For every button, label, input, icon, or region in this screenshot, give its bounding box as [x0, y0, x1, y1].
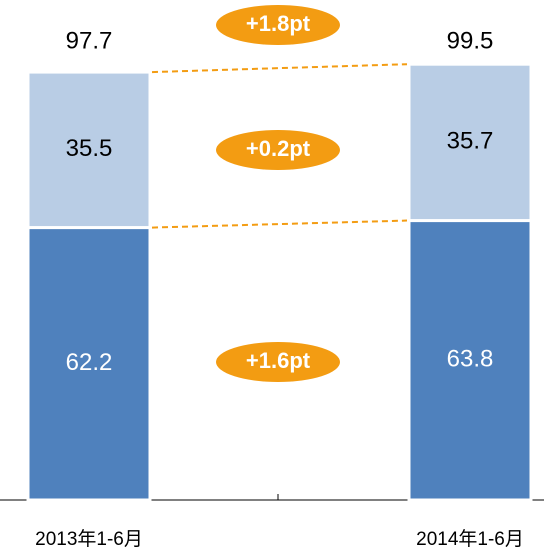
annotation: +0.2pt: [246, 136, 311, 161]
connector: [151, 219, 408, 229]
segment-label: 35.5: [66, 135, 113, 162]
connector: [151, 63, 408, 74]
annotation: +1.8pt: [246, 11, 311, 36]
segment-label: 35.7: [447, 128, 494, 155]
annotation-badge: [216, 5, 340, 45]
bar-segment: [407, 219, 533, 502]
segment-label: 62.2: [66, 349, 113, 376]
x-tick-label: 2013年1-6月: [35, 528, 143, 550]
bar-segment: [26, 70, 152, 230]
annotation-badge: [216, 130, 340, 170]
bar-segment: [26, 226, 152, 502]
bar-segment: [407, 62, 533, 223]
segment-label: 63.8: [447, 346, 494, 373]
x-tick-label: 2014年1-6月: [416, 528, 524, 550]
total-label: 99.5: [447, 27, 494, 54]
total-label: 97.7: [66, 27, 113, 54]
annotation: +1.6pt: [246, 348, 311, 373]
annotation-badge: [216, 342, 340, 382]
